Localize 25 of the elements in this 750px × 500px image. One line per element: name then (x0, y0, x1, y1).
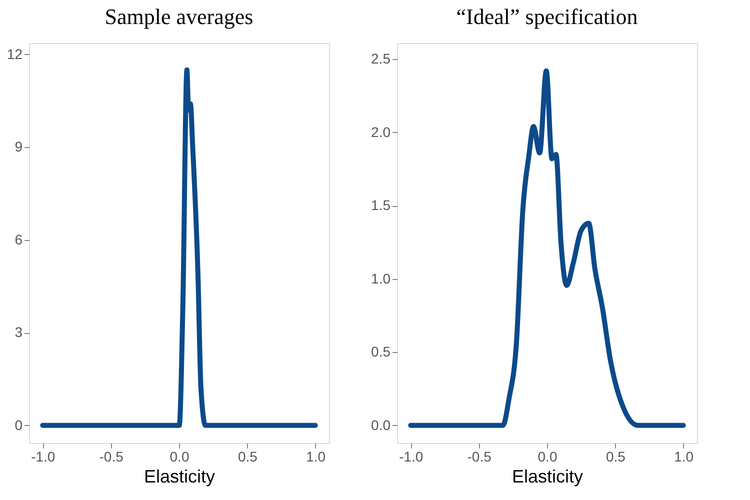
x-tick-label: -0.5 (99, 448, 124, 464)
y-tick-label: 2.0 (371, 124, 391, 140)
y-tick-label: 1.0 (371, 270, 391, 286)
y-tick-label: 12 (6, 46, 23, 62)
chart-title: “Ideal” specification (456, 4, 638, 29)
x-tick-label: 0.5 (606, 448, 626, 464)
y-tick-label: 0.0 (371, 416, 391, 433)
y-tick-label: 1.5 (371, 197, 391, 214)
x-tick-label: -0.5 (467, 448, 492, 464)
x-tick-label: 1.0 (674, 448, 694, 464)
x-tick-label: 0.0 (170, 448, 190, 464)
x-tick-label: 0.0 (538, 448, 558, 464)
y-tick-label: 0 (14, 416, 23, 433)
x-tick-label: -1.0 (31, 448, 56, 464)
x-axis-title: Elasticity (512, 466, 584, 486)
x-tick-label: -1.0 (399, 448, 424, 464)
y-tick-label: 3 (14, 324, 23, 340)
y-tick-label: 9 (14, 138, 23, 155)
x-axis-title: Elasticity (144, 466, 216, 486)
y-tick-label: 2.5 (371, 50, 391, 67)
y-tick-label: 6 (14, 231, 23, 248)
chart-title: Sample averages (104, 4, 254, 29)
x-tick-label: 1.0 (306, 448, 326, 464)
x-tick-label: 0.5 (238, 448, 258, 464)
y-tick-label: 0.5 (371, 344, 391, 360)
